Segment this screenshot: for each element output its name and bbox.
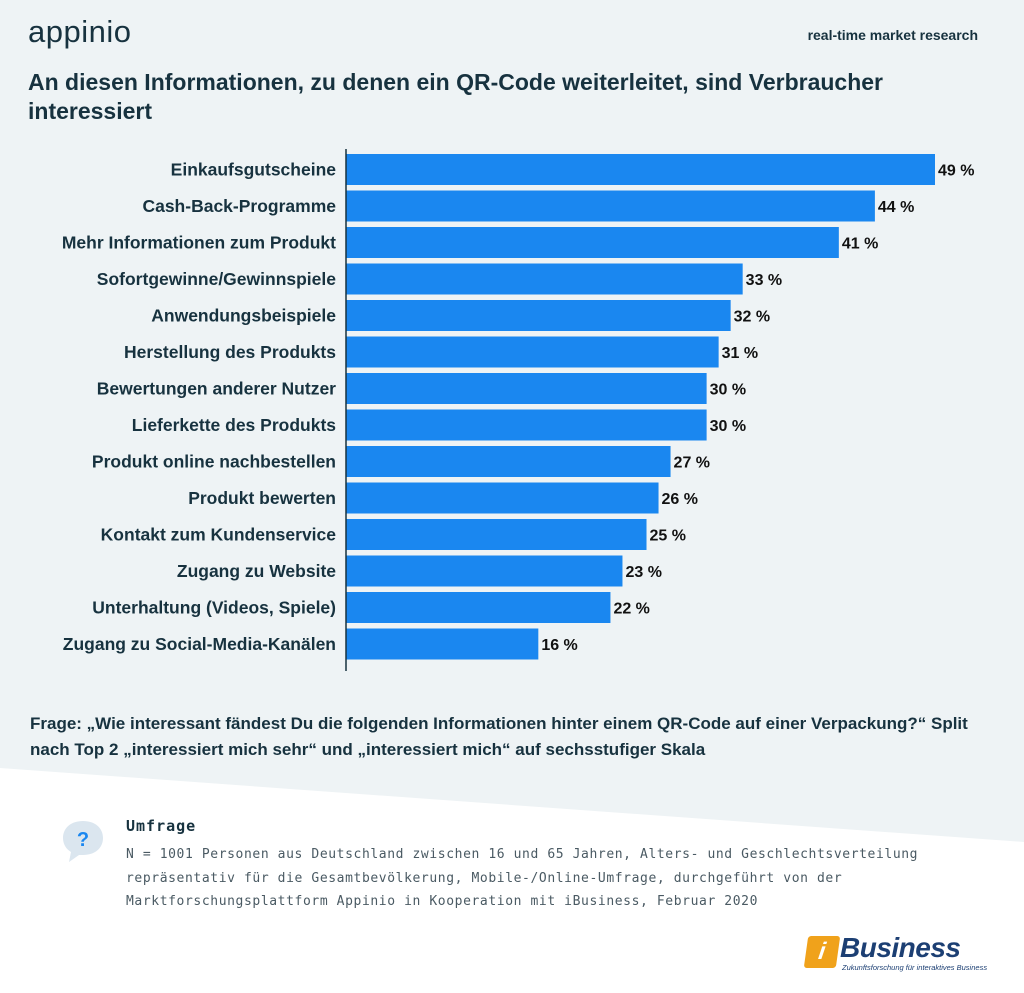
ibusiness-name: Business [840, 932, 961, 963]
category-label: Zugang zu Website [177, 561, 336, 581]
category-label: Kontakt zum Kundenservice [101, 525, 337, 545]
value-label: 33 % [746, 272, 782, 289]
question-bubble-icon: ? [63, 821, 103, 862]
bar [346, 555, 623, 587]
value-label: 27 % [674, 455, 710, 472]
bar [346, 592, 611, 623]
ibusiness-logo[interactable]: i Business Zukunftsforschung für interak… [803, 932, 996, 976]
value-label: 44 % [878, 199, 914, 216]
value-label: 26 % [662, 491, 698, 508]
value-label: 41 % [842, 236, 878, 253]
category-label: Unterhaltung (Videos, Spiele) [92, 598, 336, 618]
tagline: real-time market research [807, 27, 978, 43]
value-label: 30 % [710, 418, 746, 435]
category-label: Anwendungsbeispiele [151, 306, 336, 326]
bar [346, 446, 671, 477]
category-label: Lieferkette des Produkts [132, 415, 336, 435]
value-label: 49 % [938, 163, 974, 180]
value-label: 31 % [722, 345, 758, 362]
svg-text:?: ? [77, 829, 89, 851]
survey-description: N = 1001 Personen aus Deutschland zwisch… [126, 847, 919, 909]
value-label: 22 % [613, 601, 649, 618]
bar [346, 263, 743, 295]
category-label: Mehr Informationen zum Produkt [62, 233, 336, 253]
chart-title: An diesen Informationen, zu denen ein QR… [28, 69, 883, 124]
bar [346, 519, 647, 550]
bar [346, 482, 659, 514]
ibusiness-mark: i [803, 936, 841, 968]
bar [346, 373, 707, 404]
survey-heading: Umfrage [126, 817, 197, 835]
bar [346, 628, 539, 660]
value-label: 16 % [541, 637, 577, 654]
category-label: Einkaufsgutscheine [171, 160, 337, 180]
bar [346, 227, 839, 258]
bar [346, 190, 875, 222]
category-label: Produkt bewerten [188, 488, 336, 508]
value-label: 25 % [650, 528, 686, 545]
appinio-logo[interactable]: appinio [28, 14, 132, 49]
value-label: 32 % [734, 309, 770, 326]
ibusiness-subtitle: Zukunftsforschung für interaktives Busin… [842, 963, 988, 972]
bar [346, 300, 731, 331]
bar [346, 336, 719, 368]
category-label: Cash-Back-Programme [142, 196, 336, 216]
category-label: Zugang zu Social-Media-Kanälen [63, 634, 336, 654]
category-label: Sofortgewinne/Gewinnspiele [97, 269, 336, 289]
value-label: 23 % [625, 564, 661, 581]
bar [346, 409, 707, 441]
survey-question: Frage: „Wie interessant fändest Du die f… [30, 714, 968, 759]
category-label: Produkt online nachbestellen [92, 452, 336, 472]
category-label: Bewertungen anderer Nutzer [97, 379, 336, 399]
category-label: Herstellung des Produkts [124, 342, 336, 362]
bar-chart: Einkaufsgutscheine Cash-Back-Programme Meh… [62, 149, 974, 671]
bar [346, 154, 935, 185]
value-label: 30 % [710, 382, 746, 399]
